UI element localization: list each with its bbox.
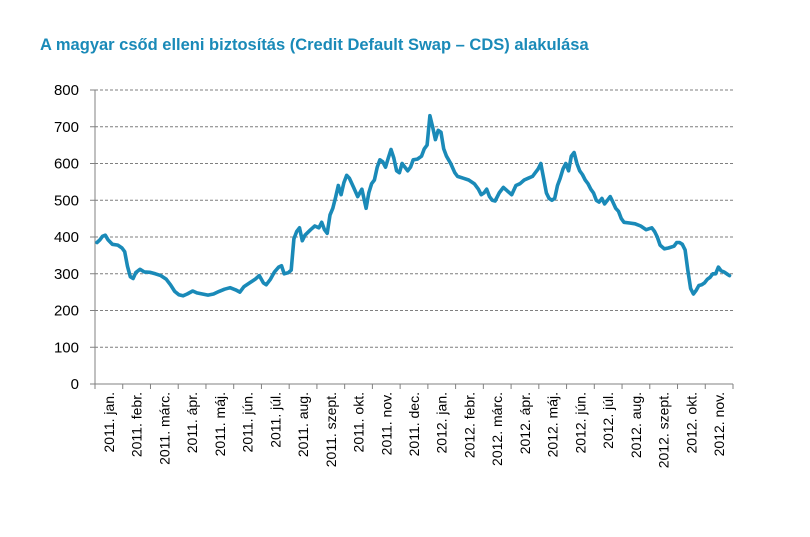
x-tick-label: 2012. jún.: [572, 392, 588, 454]
y-tick-label: 700: [54, 119, 79, 136]
series-line-cds: [95, 113, 732, 298]
x-tick-label: 2012. ápr.: [517, 392, 533, 454]
x-tick-label: 2012. febr.: [461, 392, 477, 458]
x-tick-label: 2012. aug.: [628, 392, 644, 458]
x-tick-label: 2011. márc.: [156, 392, 172, 465]
chart-title: A magyar csőd elleni biztosítás (Credit …: [40, 36, 589, 54]
x-tick-label: 2011. febr.: [129, 392, 145, 457]
x-tick-label: 2011. aug.: [295, 392, 311, 457]
y-tick-label: 600: [54, 156, 79, 173]
y-tick-label: 100: [54, 339, 79, 356]
x-tick-label: 2012. máj.: [545, 392, 561, 457]
x-tick-label: 2011. nov.: [378, 392, 394, 455]
x-tick-label: 2011. jún.: [240, 392, 256, 452]
y-axis: 0 100 200 300 400 500 600 700 800: [54, 82, 96, 393]
x-tick-label: 2012. szept.: [656, 392, 672, 468]
y-tick-label: 0: [71, 376, 79, 393]
x-tick-label: 2011. dec.: [406, 392, 422, 456]
x-axis: 2011. jan. 2011. febr. 2011. márc. 2011. áp…: [94, 383, 734, 468]
y-tick-label: 200: [54, 303, 79, 320]
gridlines: [95, 89, 733, 348]
y-tick-label: 300: [54, 266, 79, 283]
x-tick-label: 2012. júl.: [600, 392, 616, 449]
series-group: [95, 113, 732, 298]
y-tick-label: 500: [54, 192, 79, 209]
x-tick-label: 2011. okt.: [351, 392, 367, 452]
y-tick-label: 800: [54, 82, 79, 99]
x-tick-label: 2011. ápr.: [184, 392, 200, 453]
x-tick-label: 2012. márc.: [489, 392, 505, 466]
x-tick-label: 2012. jan.: [434, 392, 450, 454]
x-tick-label: 2011. júl.: [267, 392, 283, 448]
x-tick-label: 2011. máj.: [212, 392, 228, 456]
x-tick-label: 2012. nov.: [711, 392, 727, 456]
x-tick-label: 2011. szept.: [323, 392, 339, 467]
x-tick-label: 2012. okt.: [683, 392, 699, 454]
x-tick-label: 2011. jan.: [101, 392, 117, 452]
y-tick-label: 400: [54, 229, 79, 246]
